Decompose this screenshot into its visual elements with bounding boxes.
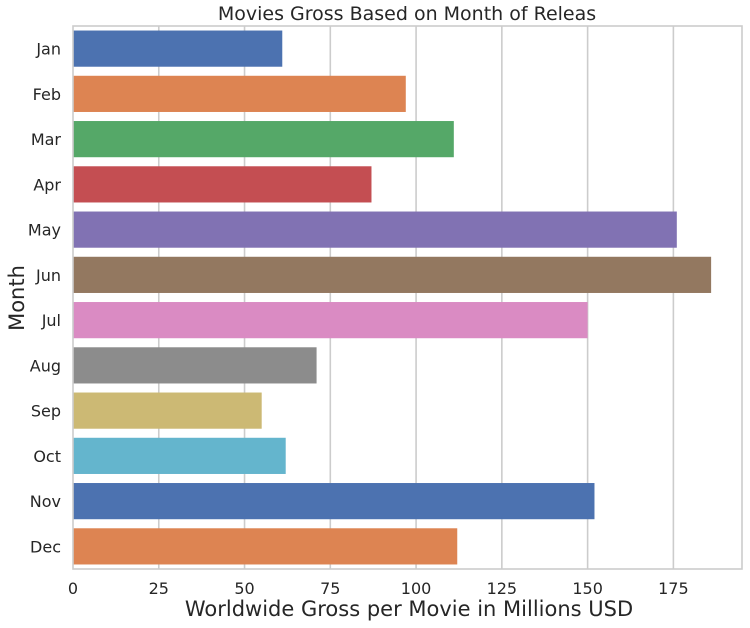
bar-oct xyxy=(73,437,286,474)
x-tick-label: 175 xyxy=(658,579,689,598)
y-tick-label-jan: Jan xyxy=(35,40,61,59)
y-tick-label-dec: Dec xyxy=(30,537,61,556)
bar-jul xyxy=(73,302,588,339)
bar-jun xyxy=(73,256,712,293)
x-tick-label: 75 xyxy=(320,579,340,598)
x-tick-label: 0 xyxy=(68,579,78,598)
y-tick-label-sep: Sep xyxy=(31,402,61,421)
bar-jan xyxy=(73,30,283,67)
bar-dec xyxy=(73,528,458,565)
bar-apr xyxy=(73,166,372,203)
bar-nov xyxy=(73,483,595,520)
grid-lines xyxy=(157,26,675,569)
x-tick-labels: 0 25 50 75 100 125 150 175 xyxy=(68,579,689,598)
x-tick-label: 25 xyxy=(149,579,169,598)
y-tick-label-aug: Aug xyxy=(30,356,61,375)
bar-sep xyxy=(73,392,262,429)
y-tick-labels: Jan Feb Mar Apr May Jun Jul Aug Sep Oct Nov Dec xyxy=(28,40,62,557)
x-tick-label: 150 xyxy=(572,579,603,598)
x-tick-label: 50 xyxy=(234,579,254,598)
y-tick-label-may: May xyxy=(28,221,61,240)
y-axis-label: Month xyxy=(5,265,29,331)
y-tick-label-jul: Jul xyxy=(41,311,61,330)
bar-mar xyxy=(73,121,454,158)
y-tick-label-apr: Apr xyxy=(33,175,61,194)
bar-aug xyxy=(73,347,317,384)
x-tick-label: 125 xyxy=(487,579,518,598)
y-tick-label-mar: Mar xyxy=(31,130,62,149)
bar-may xyxy=(73,211,677,248)
bars xyxy=(73,30,712,565)
bar-feb xyxy=(73,75,406,112)
x-axis-label: Worldwide Gross per Movie in Millions US… xyxy=(185,597,633,621)
y-tick-label-oct: Oct xyxy=(33,447,61,466)
plot-frame xyxy=(72,25,743,570)
chart-title: Movies Gross Based on Month of Releas xyxy=(218,3,596,25)
x-tick-label: 100 xyxy=(401,579,432,598)
y-tick-label-feb: Feb xyxy=(33,85,61,104)
y-tick-label-nov: Nov xyxy=(30,492,61,511)
y-tick-label-jun: Jun xyxy=(35,266,61,285)
